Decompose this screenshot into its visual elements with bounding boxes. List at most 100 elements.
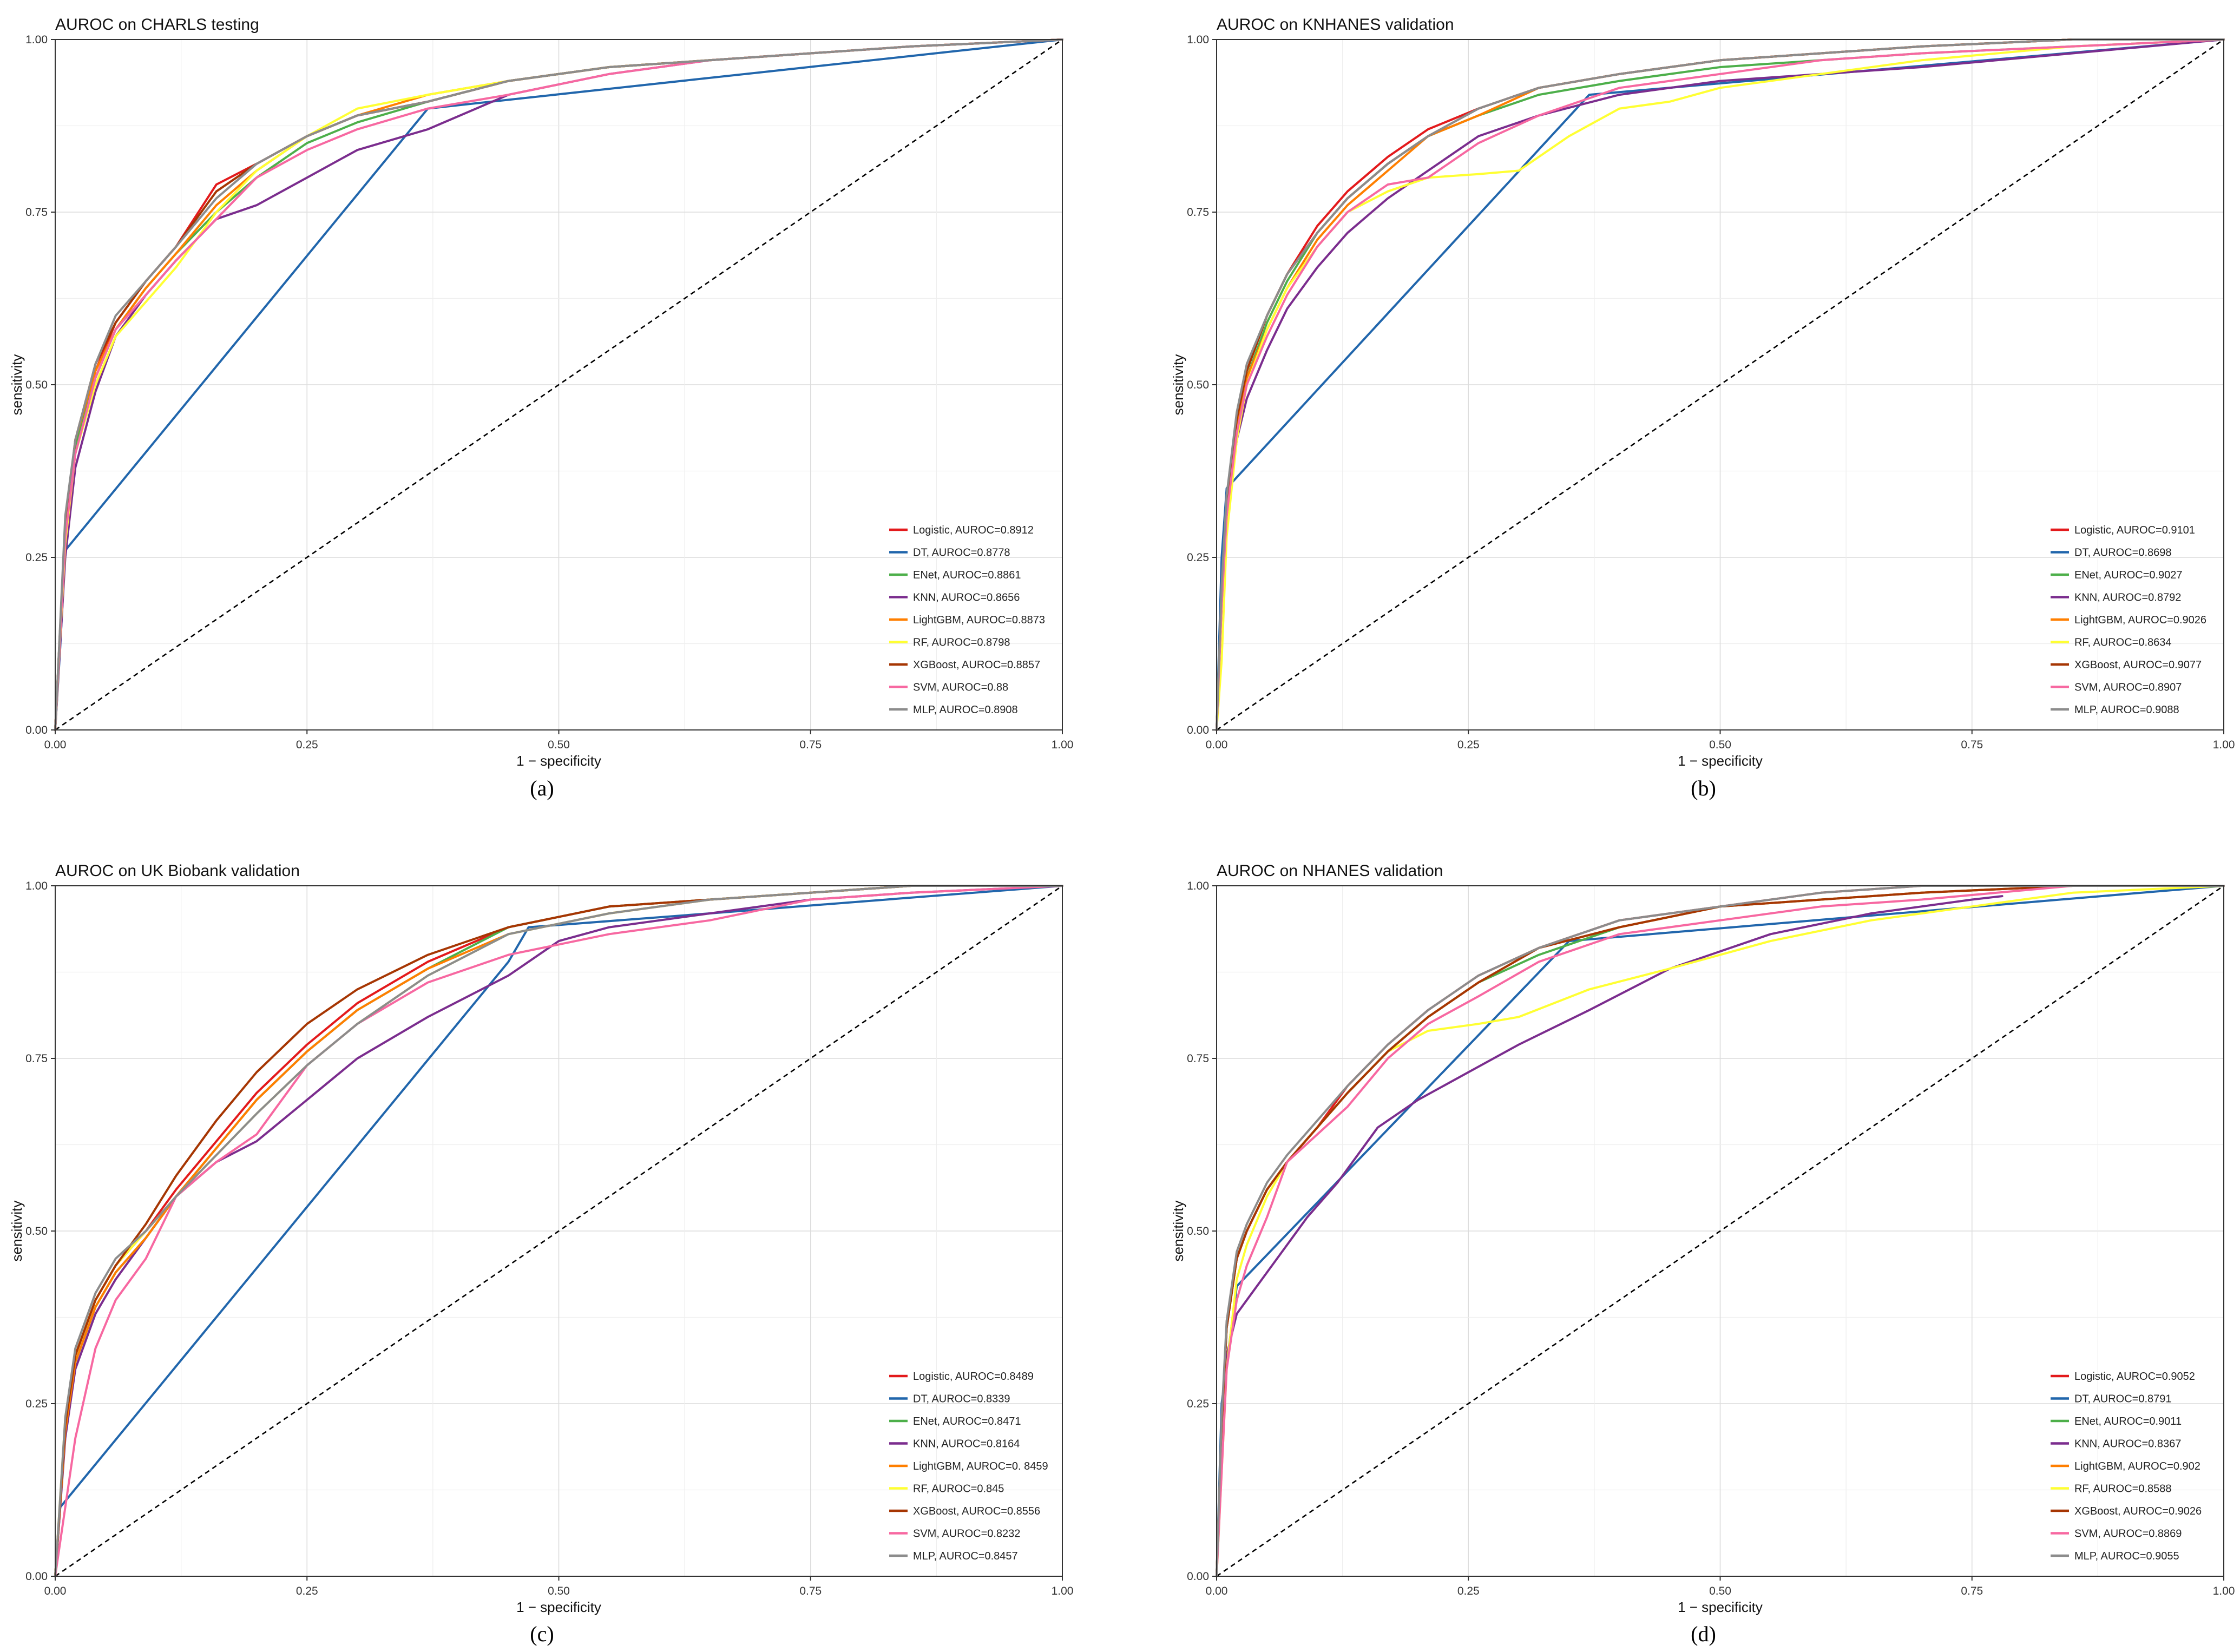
reference-diagonal — [1216, 885, 2224, 1577]
x-axis-label: 1 − specificity — [1678, 1599, 1763, 1615]
legend-label: RF, AUROC=0.8798 — [913, 637, 1010, 649]
legend-label: Logistic, AUROC=0.9101 — [2074, 524, 2195, 536]
x-tick-label: 1.00 — [2213, 739, 2235, 751]
roc-curve-9 — [54, 885, 1063, 1577]
chart-title: AUROC on CHARLS testing — [55, 16, 259, 34]
chart-title: AUROC on KNHANES validation — [1217, 16, 1454, 34]
roc-panel-1: 0.00 0.25 0.50 0.75 1.00 0.00 0.25 0.50 0.75 1.00… — [9, 16, 1073, 800]
x-tick-label: 0.00 — [1206, 739, 1228, 751]
legend: Logistic, AUROC=0.8912 DT, AUROC=0.8778 EN… — [889, 524, 1045, 716]
x-tick-label: 0.00 — [44, 739, 67, 751]
x-axis-label: 1 − specificity — [1678, 753, 1763, 769]
x-tick-label: 0.00 — [44, 1585, 67, 1597]
y-tick-label: 0.50 — [25, 379, 48, 391]
legend-label: Logistic, AUROC=0.9052 — [2074, 1371, 2195, 1383]
x-axis-label: 1 − specificity — [516, 753, 601, 769]
y-tick-label: 0.75 — [25, 1052, 48, 1065]
legend-label: DT, AUROC=0.8791 — [2074, 1393, 2172, 1405]
x-tick-label: 0.25 — [1457, 1585, 1480, 1597]
roc-panel-3: 0.00 0.25 0.50 0.75 1.00 0.00 0.25 0.50 0.75 1.00… — [9, 862, 1073, 1646]
legend-label: LightGBM, AUROC=0. 8459 — [913, 1460, 1048, 1472]
x-tick-label: 0.75 — [799, 739, 822, 751]
y-tick-label: 1.00 — [25, 34, 48, 46]
legend-label: ENet, AUROC=0.9027 — [2074, 569, 2183, 581]
legend-label: RF, AUROC=0.845 — [913, 1483, 1004, 1495]
legend-label: XGBoost, AUROC=0.9077 — [2074, 659, 2202, 671]
panel-caption: (c) — [530, 1622, 554, 1646]
x-tick-label: 1.00 — [1052, 1585, 1074, 1597]
x-tick-label: 0.50 — [548, 1585, 570, 1597]
y-tick-label: 0.50 — [25, 1225, 48, 1238]
legend: Logistic, AUROC=0.9052 DT, AUROC=0.8791 EN… — [2051, 1371, 2202, 1562]
roc-curve-9 — [1216, 38, 2225, 731]
y-axis-label: sensitivity — [1170, 354, 1186, 416]
legend-label: DT, AUROC=0.8778 — [913, 547, 1010, 559]
legend-label: LightGBM, AUROC=0.9026 — [2074, 614, 2206, 626]
legend-label: Logistic, AUROC=0.8912 — [913, 524, 1034, 536]
panel-caption: (b) — [1691, 776, 1716, 800]
y-tick-label: 0.25 — [25, 1398, 48, 1410]
roc-curve-8 — [54, 885, 1063, 1577]
legend-label: KNN, AUROC=0.8792 — [2074, 592, 2181, 604]
roc-curve-8 — [1216, 885, 2225, 1577]
panel-caption: (a) — [530, 776, 554, 800]
roc-curve-4 — [54, 885, 1063, 1577]
y-tick-label: 0.75 — [1187, 1052, 1209, 1065]
y-tick-label: 0.75 — [25, 206, 48, 219]
y-tick-label: 0.00 — [25, 724, 48, 736]
y-tick-label: 1.00 — [25, 880, 48, 892]
reference-diagonal — [55, 38, 1063, 731]
y-axis-label: sensitivity — [9, 354, 25, 416]
roc-curve-4 — [1216, 895, 2003, 1577]
x-tick-label: 0.50 — [1709, 739, 1731, 751]
chart-title: AUROC on UK Biobank validation — [55, 862, 300, 880]
y-tick-label: 0.25 — [1187, 551, 1209, 564]
legend-label: XGBoost, AUROC=0.8556 — [913, 1505, 1040, 1517]
legend-label: RF, AUROC=0.8634 — [2074, 637, 2172, 649]
y-tick-label: 0.50 — [1187, 379, 1209, 391]
legend-label: LightGBM, AUROC=0.8873 — [913, 614, 1045, 626]
x-tick-label: 1.00 — [2213, 1585, 2235, 1597]
reference-diagonal — [1216, 38, 2224, 731]
roc-curve-8 — [1216, 38, 2225, 731]
y-tick-label: 0.25 — [1187, 1398, 1209, 1410]
roc-panel-4: 0.00 0.25 0.50 0.75 1.00 0.00 0.25 0.50 0.75 1.00… — [1170, 862, 2235, 1646]
y-tick-label: 0.75 — [1187, 206, 1209, 219]
x-tick-label: 0.75 — [799, 1585, 822, 1597]
roc-curve-9 — [1216, 885, 2225, 1577]
x-axis-label: 1 − specificity — [516, 1599, 601, 1615]
legend-label: KNN, AUROC=0.8367 — [2074, 1438, 2181, 1450]
legend-label: XGBoost, AUROC=0.8857 — [913, 659, 1040, 671]
legend-label: SVM, AUROC=0.8907 — [2074, 682, 2182, 694]
y-tick-label: 0.00 — [1187, 724, 1209, 736]
x-tick-label: 0.25 — [296, 1585, 318, 1597]
legend-label: DT, AUROC=0.8339 — [913, 1393, 1010, 1405]
reference-diagonal — [55, 885, 1063, 1577]
legend-label: LightGBM, AUROC=0.902 — [2074, 1460, 2200, 1472]
y-tick-label: 0.25 — [25, 551, 48, 564]
x-tick-label: 0.25 — [1457, 739, 1480, 751]
chart-title: AUROC on NHANES validation — [1217, 862, 1443, 880]
y-tick-label: 0.00 — [25, 1570, 48, 1583]
legend: Logistic, AUROC=0.8489 DT, AUROC=0.8339 EN… — [889, 1371, 1048, 1562]
legend-label: SVM, AUROC=0.8869 — [2074, 1528, 2182, 1540]
legend-label: MLP, AUROC=0.8457 — [913, 1550, 1018, 1562]
legend-label: MLP, AUROC=0.8908 — [913, 704, 1018, 716]
x-tick-label: 0.50 — [1709, 1585, 1731, 1597]
legend-label: ENet, AUROC=0.8471 — [913, 1416, 1021, 1427]
roc-panel-2: 0.00 0.25 0.50 0.75 1.00 0.00 0.25 0.50 0.75 1.00… — [1170, 16, 2235, 800]
panel-caption: (d) — [1691, 1622, 1716, 1646]
legend-label: Logistic, AUROC=0.8489 — [913, 1371, 1034, 1383]
legend-label: XGBoost, AUROC=0.9026 — [2074, 1505, 2202, 1517]
legend-label: ENet, AUROC=0.9011 — [2074, 1416, 2182, 1427]
legend-label: SVM, AUROC=0.88 — [913, 682, 1008, 694]
legend-label: ENet, AUROC=0.8861 — [913, 569, 1021, 581]
roc-curve-9 — [54, 38, 1063, 731]
legend-label: MLP, AUROC=0.9088 — [2074, 704, 2179, 716]
x-tick-label: 0.50 — [548, 739, 570, 751]
x-tick-label: 0.75 — [1961, 739, 1983, 751]
y-tick-label: 0.00 — [1187, 1570, 1209, 1583]
legend-label: RF, AUROC=0.8588 — [2074, 1483, 2172, 1495]
legend-label: KNN, AUROC=0.8164 — [913, 1438, 1020, 1450]
